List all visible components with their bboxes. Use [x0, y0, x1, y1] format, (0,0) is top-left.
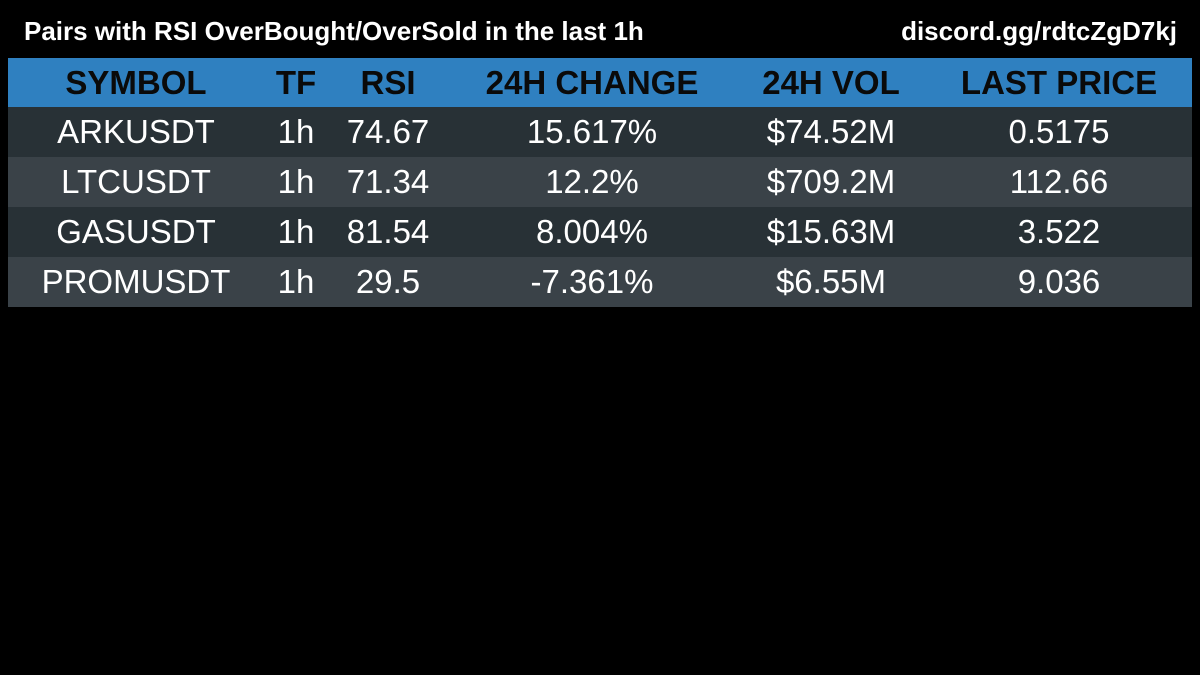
cell-24h-change: 8.004% — [536, 213, 648, 250]
cell-last-price: 9.036 — [1017, 263, 1101, 300]
cell-rsi: 74.67 — [346, 113, 430, 150]
table-row: ARKUSDT 1h 74.67 15.617% $74.52M 0.5175 — [8, 107, 1192, 157]
cell-tf: 1h — [277, 163, 315, 200]
cell-last-price: 0.5175 — [1008, 113, 1110, 150]
cell-24h-vol: $74.52M — [766, 113, 896, 150]
cell-24h-change: -7.361% — [530, 263, 654, 300]
header-bar: Pairs with RSI OverBought/OverSold in th… — [0, 0, 1200, 58]
cell-symbol: ARKUSDT — [57, 113, 215, 150]
column-header-tf: TF — [275, 63, 317, 101]
table-row: LTCUSDT 1h 71.34 12.2% $709.2M 112.66 — [8, 157, 1192, 207]
column-header-symbol: SYMBOL — [65, 63, 207, 101]
cell-tf: 1h — [277, 263, 315, 300]
column-header-rsi: RSI — [360, 63, 416, 101]
column-header-last-price: LAST PRICE — [960, 63, 1158, 101]
cell-tf: 1h — [277, 113, 315, 150]
cell-24h-vol: $709.2M — [766, 163, 896, 200]
cell-rsi: 81.54 — [346, 213, 430, 250]
table-row: GASUSDT 1h 81.54 8.004% $15.63M 3.522 — [8, 207, 1192, 257]
cell-symbol: GASUSDT — [56, 213, 216, 250]
cell-24h-vol: $15.63M — [766, 213, 896, 250]
cell-24h-change: 15.617% — [526, 113, 658, 150]
cell-24h-vol: $6.55M — [775, 263, 887, 300]
cell-last-price: 112.66 — [1009, 163, 1109, 200]
page-title: Pairs with RSI OverBought/OverSold in th… — [24, 16, 644, 46]
cell-symbol: LTCUSDT — [61, 163, 211, 200]
discord-link[interactable]: discord.gg/rdtcZgD7kj — [901, 16, 1177, 46]
table-header-row: SYMBOL TF RSI 24H CHANGE 24H VOL LAST PR… — [8, 58, 1192, 107]
cell-last-price: 3.522 — [1017, 213, 1101, 250]
cell-tf: 1h — [277, 213, 315, 250]
column-header-24h-vol: 24H VOL — [762, 63, 900, 101]
column-header-24h-change: 24H CHANGE — [485, 63, 699, 101]
cell-rsi: 29.5 — [355, 263, 421, 300]
cell-24h-change: 12.2% — [545, 163, 639, 200]
cell-symbol: PROMUSDT — [41, 263, 231, 300]
table-row: PROMUSDT 1h 29.5 -7.361% $6.55M 9.036 — [8, 257, 1192, 307]
rsi-pairs-table: SYMBOL TF RSI 24H CHANGE 24H VOL LAST PR… — [8, 58, 1192, 307]
cell-rsi: 71.34 — [346, 163, 430, 200]
